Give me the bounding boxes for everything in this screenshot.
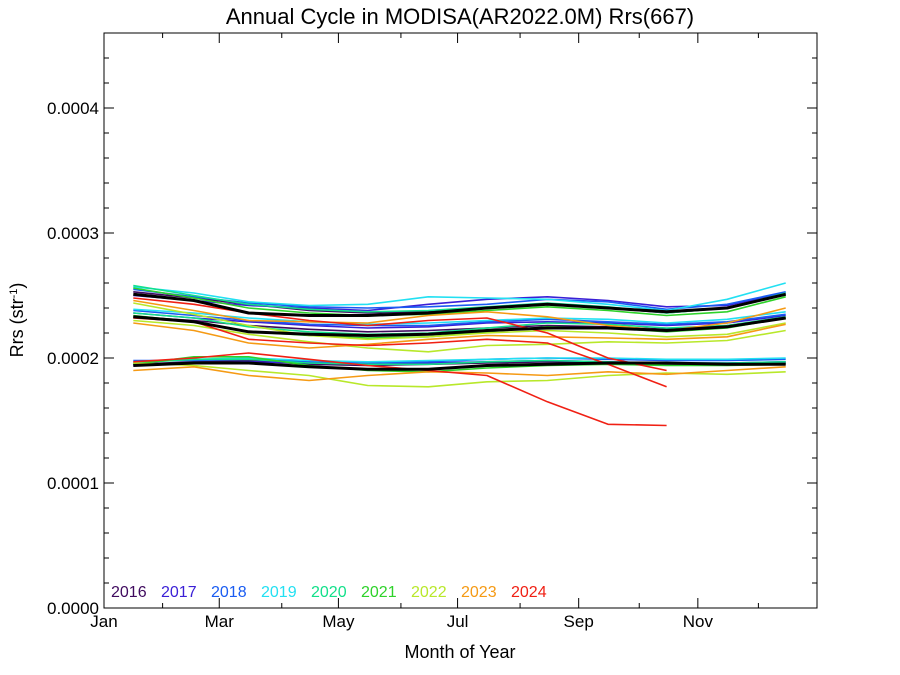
series-lines bbox=[133, 282, 787, 427]
x-tick-label: Jul bbox=[447, 612, 469, 631]
series-line-2020-1 bbox=[133, 312, 786, 336]
y-tick-label: 0.0001 bbox=[47, 474, 99, 493]
legend-entry-2021: 2021 bbox=[361, 584, 397, 601]
y-tick-label: 0.0004 bbox=[47, 99, 99, 118]
x-tick-label: Nov bbox=[683, 612, 714, 631]
series-line-2022-1 bbox=[133, 319, 786, 353]
x-axis-label: Month of Year bbox=[404, 642, 515, 662]
series-line-2021-2 bbox=[133, 355, 786, 373]
x-tick-label: May bbox=[322, 612, 355, 631]
legend-entry-2018: 2018 bbox=[211, 584, 247, 601]
legend-entry-2016: 2016 bbox=[111, 584, 147, 601]
series-line-2017-0 bbox=[133, 292, 786, 312]
series-line-mean-2 bbox=[133, 361, 786, 371]
series-line-2024-1 bbox=[133, 317, 667, 388]
y-tick-label: 0.0003 bbox=[47, 224, 99, 243]
series-line-2019-0 bbox=[133, 282, 786, 312]
x-axis: Jan Mar May Jul Sep Nov bbox=[90, 33, 759, 631]
x-tick-label: Jan bbox=[90, 612, 117, 631]
series-line-2018-1 bbox=[133, 309, 786, 327]
series-line-2022-0 bbox=[133, 302, 786, 341]
series-line-2019-1 bbox=[133, 308, 786, 326]
legend-entry-2023: 2023 bbox=[461, 584, 497, 601]
series-line-2017-1 bbox=[133, 312, 786, 329]
legend-entry-2024: 2024 bbox=[511, 584, 547, 601]
y-axis-label-close: ) bbox=[7, 283, 27, 289]
x-tick-label: Mar bbox=[205, 612, 235, 631]
y-axis-label: Rrs (str-1) bbox=[7, 283, 27, 358]
legend-entry-2017: 2017 bbox=[161, 584, 197, 601]
series-line-2024-0 bbox=[133, 297, 667, 372]
series-line-mean-1 bbox=[133, 315, 786, 337]
legend: 2016 2017 2018 2019 2020 2021 2022 2023 2024 bbox=[111, 584, 547, 601]
legend-entry-2019: 2019 bbox=[261, 584, 297, 601]
y-axis-label-sup: -1 bbox=[8, 289, 20, 299]
y-axis: 0.0000 0.0001 0.0002 0.0003 0.0004 bbox=[47, 32, 817, 618]
series-line-2019-2 bbox=[133, 357, 786, 363]
legend-entry-2020: 2020 bbox=[311, 584, 347, 601]
chart-title: Annual Cycle in MODISA(AR2022.0M) Rrs(66… bbox=[226, 4, 694, 29]
plot-frame bbox=[103, 32, 818, 609]
series-line-mean-0 bbox=[133, 292, 787, 317]
y-tick-label: 0.0000 bbox=[47, 599, 99, 618]
legend-entry-2022: 2022 bbox=[411, 584, 447, 601]
x-tick-label: Sep bbox=[564, 612, 594, 631]
y-tick-label: 0.0002 bbox=[47, 349, 99, 368]
series-line-2023-1 bbox=[133, 322, 786, 349]
y-axis-label-main: Rrs (str bbox=[7, 298, 27, 357]
series-line-2021-0 bbox=[133, 287, 786, 317]
